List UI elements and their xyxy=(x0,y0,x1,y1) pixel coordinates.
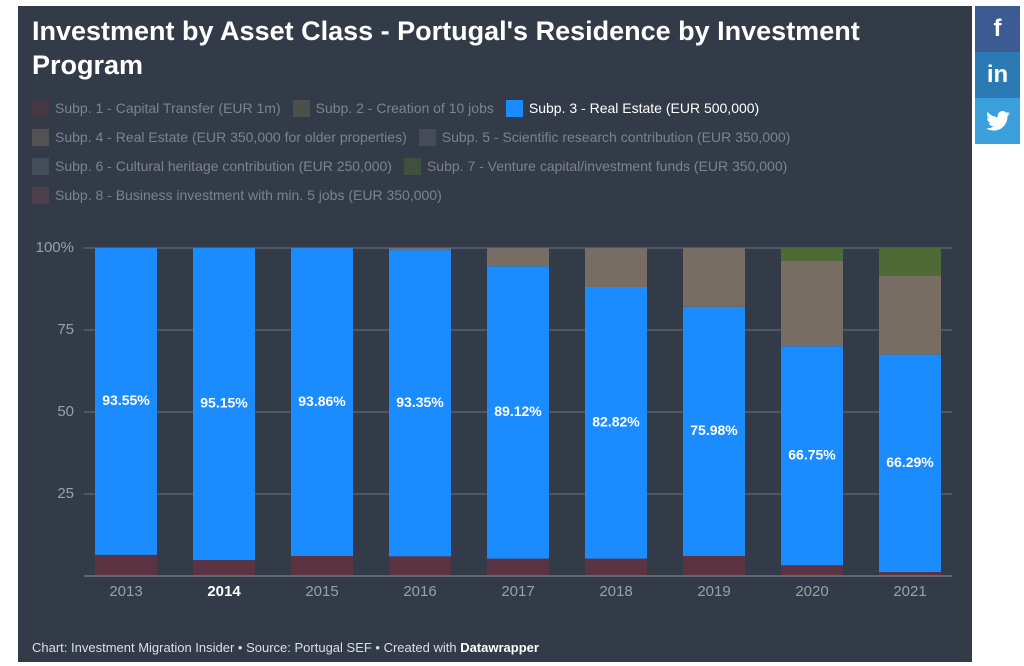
legend-label: Subp. 5 - Scientific research contributi… xyxy=(441,129,791,145)
value-label: 66.75% xyxy=(788,446,836,462)
chart-title: Investment by Asset Class - Portugal's R… xyxy=(32,16,860,80)
x-tick-label: 2020 xyxy=(795,583,828,600)
legend-label: Subp. 7 - Venture capital/investment fun… xyxy=(426,158,788,174)
legend-label: Subp. 2 - Creation of 10 jobs xyxy=(315,100,494,116)
legend-label: Subp. 1 - Capital Transfer (EUR 1m) xyxy=(55,100,281,116)
y-tick-label: 50 xyxy=(57,403,74,420)
bar-segment xyxy=(389,250,451,557)
legend-item[interactable]: Subp. 5 - Scientific research contributi… xyxy=(418,123,791,152)
bar-segment xyxy=(95,248,157,555)
bar-segment xyxy=(879,248,941,276)
value-label: 66.29% xyxy=(886,454,934,470)
bar-segment xyxy=(781,248,843,261)
bar-segment xyxy=(683,555,745,576)
legend-item[interactable]: Subp. 6 - Cultural heritage contribution… xyxy=(32,152,392,181)
value-label: 93.55% xyxy=(102,392,150,408)
bar-segment xyxy=(389,556,451,576)
x-tick-label: 2016 xyxy=(403,583,436,600)
value-label: 95.15% xyxy=(200,395,248,411)
legend-item[interactable]: Subp. 8 - Business investment with min. … xyxy=(32,181,442,210)
bar-segment xyxy=(487,558,549,576)
bar-segment xyxy=(781,260,843,347)
footer-text: Chart: Investment Migration Insider • So… xyxy=(32,640,461,655)
value-label: 89.12% xyxy=(494,403,542,419)
footer-brand[interactable]: Datawrapper xyxy=(460,640,539,655)
bar-segment xyxy=(487,248,549,267)
x-tick-label: 2013 xyxy=(109,583,142,600)
legend-item[interactable]: Subp. 4 - Real Estate (EUR 350,000 for o… xyxy=(32,123,407,152)
bar-segment xyxy=(683,248,745,307)
bar-segment xyxy=(193,560,255,576)
x-tick-label: 2015 xyxy=(305,583,338,600)
legend-item[interactable]: Subp. 1 - Capital Transfer (EUR 1m) xyxy=(32,94,281,123)
x-tick-label: 2014 xyxy=(207,583,241,600)
x-tick-label: 2017 xyxy=(501,583,534,600)
twitter-button[interactable] xyxy=(975,98,1020,144)
footer: Chart: Investment Migration Insider • So… xyxy=(32,640,539,655)
legend-swatch xyxy=(32,187,49,204)
legend-label: Subp. 3 - Real Estate (EUR 500,000) xyxy=(528,100,760,116)
bar-segment xyxy=(487,266,549,559)
facebook-button[interactable]: f xyxy=(975,6,1020,52)
legend-swatch xyxy=(505,100,523,117)
bar-segment xyxy=(781,565,843,576)
linkedin-button[interactable]: in xyxy=(975,52,1020,98)
bar-segment xyxy=(585,247,647,287)
bar-segment xyxy=(879,275,941,355)
bar-segment xyxy=(389,248,451,251)
y-tick-label: 100% xyxy=(36,239,74,256)
legend-swatch xyxy=(292,100,310,117)
bar-segment xyxy=(879,354,941,573)
legend-swatch xyxy=(32,100,49,117)
bar-segment xyxy=(291,555,353,576)
value-label: 93.86% xyxy=(298,393,346,409)
bar-segment xyxy=(585,286,647,559)
x-tick-label: 2018 xyxy=(599,583,632,600)
legend-swatch xyxy=(32,129,49,146)
y-tick-label: 25 xyxy=(57,485,74,502)
x-tick-label: 2019 xyxy=(697,583,730,600)
twitter-icon xyxy=(985,111,1010,131)
legend-item[interactable]: Subp. 7 - Venture capital/investment fun… xyxy=(403,152,788,181)
legend-swatch xyxy=(403,158,421,175)
legend-label: Subp. 6 - Cultural heritage contribution… xyxy=(55,158,392,174)
bar-segment xyxy=(585,558,647,576)
y-tick-label: 75 xyxy=(57,321,74,338)
legend: Subp. 1 - Capital Transfer (EUR 1m) Subp.… xyxy=(32,94,932,210)
bar-segment xyxy=(781,346,843,566)
bar-segment xyxy=(879,572,941,576)
legend-item[interactable]: Subp. 3 - Real Estate (EUR 500,000) xyxy=(505,94,760,123)
bar-segment xyxy=(291,248,353,556)
value-label: 93.35% xyxy=(396,394,444,410)
bar-segment xyxy=(683,306,745,556)
legend-label: Subp. 8 - Business investment with min. … xyxy=(55,187,442,203)
bar-segment xyxy=(193,248,255,561)
legend-item[interactable]: Subp. 2 - Creation of 10 jobs xyxy=(292,94,494,123)
x-tick-label: 2021 xyxy=(893,583,926,600)
legend-label: Subp. 4 - Real Estate (EUR 350,000 for o… xyxy=(55,129,407,145)
bar-segment xyxy=(95,554,157,576)
legend-swatch xyxy=(418,129,436,146)
value-label: 75.98% xyxy=(690,422,738,438)
legend-swatch xyxy=(32,158,49,175)
value-label: 82.82% xyxy=(592,413,640,429)
